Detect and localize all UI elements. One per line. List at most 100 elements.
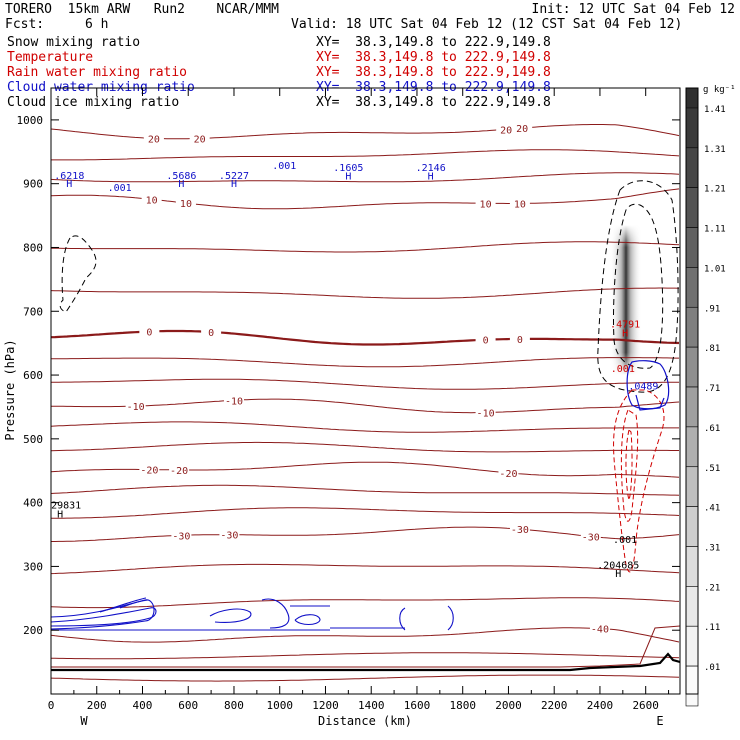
- legend-temperature-xy: XY= 38.3,149.8 to 222.9,149.8: [316, 50, 551, 65]
- temperature-label: -30: [172, 531, 190, 542]
- legend-cloudice-name: Cloud ice mixing ratio: [7, 95, 180, 110]
- temperature-label-bg: [475, 406, 496, 419]
- colorbar-cell: [685, 227, 699, 268]
- terrain-temperature-edge: [51, 625, 680, 668]
- temperature-label: 0: [146, 328, 152, 339]
- legend-temperature-name: Temperature: [7, 50, 94, 65]
- temperature-label-bg: [589, 622, 610, 635]
- maximum-label: .001: [272, 161, 296, 172]
- temperature-label-bg: [475, 333, 496, 346]
- temperature-label-bg: [509, 523, 530, 536]
- colorbar-level-label: .01: [704, 663, 720, 673]
- cloud-water-lowlevel: [51, 597, 454, 631]
- legend-snow-xy: XY= 38.3,149.8 to 222.9,149.8: [316, 35, 551, 50]
- rain-water-contour-mid: [620, 409, 639, 522]
- temperature-label: -20: [499, 469, 517, 480]
- maximum-label: .0489: [628, 381, 658, 392]
- header-model: TORERO 15km ARW Run2 NCAR/MMM: [5, 2, 279, 17]
- colorbar-level-label: .21: [704, 583, 720, 593]
- temperature-contour: [51, 627, 680, 643]
- x-tick-label: 2400: [587, 699, 614, 712]
- temperature-contour-minor: [51, 507, 680, 519]
- temperature-label: -20: [140, 466, 158, 477]
- temperature-label: -30: [511, 525, 529, 536]
- temperature-label: -30: [220, 531, 238, 542]
- cloud-ice-contour-left: [59, 235, 97, 313]
- maximum-label: H: [615, 569, 621, 580]
- x-tick-label: 1600: [404, 699, 431, 712]
- cloud-water-contour-right: [626, 360, 670, 410]
- y-tick-label: 300: [23, 560, 43, 573]
- x-tick-label: 2600: [632, 699, 659, 712]
- temperature-label-bg: [139, 325, 160, 338]
- maximum-label: .001: [611, 364, 635, 375]
- temperature-contour-minor: [51, 441, 679, 453]
- cloud-water-contour-right-2: [635, 394, 665, 411]
- cloud-ice-contour-right-outer: [597, 180, 679, 393]
- maximum-label: .5686: [166, 171, 196, 182]
- y-tick-label: 700: [23, 305, 43, 318]
- y-tick-label: 500: [23, 433, 43, 446]
- temperature-label-bg: [175, 197, 196, 210]
- maximum-label: H: [178, 179, 184, 190]
- temperature-contour-minor: [51, 172, 680, 183]
- colorbar-level-label: .61: [704, 424, 720, 434]
- colorbar-unit: g kg⁻¹: [703, 85, 736, 95]
- temperature-label: 20: [516, 124, 528, 135]
- x-tick-label: 600: [178, 699, 198, 712]
- maximum-label: .001: [613, 535, 637, 546]
- maximum-label: .204685: [597, 561, 639, 572]
- colorbar-cell: [685, 267, 699, 308]
- maximum-label: .6218: [54, 171, 84, 182]
- temperature-label-bg: [475, 197, 496, 210]
- temperature-label: 10: [480, 199, 492, 210]
- x-axis-title: Distance (km): [318, 714, 412, 728]
- colorbar-level-label: 1.01: [704, 264, 726, 274]
- y-tick-label: 800: [23, 241, 43, 254]
- colorbar-frame: [685, 87, 699, 695]
- maximum-label: .5227: [219, 171, 249, 182]
- temperature-label: 20: [148, 134, 160, 145]
- y-tick-label: 600: [23, 369, 43, 382]
- header-init: Init: 12 UTC Sat 04 Feb 12: [531, 2, 736, 17]
- temperature-contour-minor: [51, 378, 679, 390]
- maximum-label: .2146: [416, 163, 446, 174]
- temperature-label-bg: [509, 197, 530, 210]
- temperature-label-bg: [201, 325, 222, 338]
- temperature-label-bg: [169, 463, 190, 476]
- temperature-label-bg: [189, 132, 210, 145]
- colorbar-cell: [685, 346, 699, 388]
- colorbar-level-label: .41: [704, 504, 720, 514]
- temperature-label: -10: [127, 402, 145, 413]
- colorbar-level-label: .71: [704, 384, 720, 394]
- y-tick-label: 1000: [17, 114, 44, 127]
- colorbar-cell: [685, 386, 699, 428]
- colorbar-level-label: .11: [704, 623, 720, 633]
- temperature-label-bg: [496, 123, 517, 136]
- maximum-label: .4791: [610, 319, 640, 330]
- temperature-contour-minor: [51, 421, 679, 433]
- temperature-label: 10: [180, 199, 192, 210]
- legend-snow-name: Snow mixing ratio: [7, 35, 141, 50]
- rain-water-contour-outer: [613, 389, 665, 573]
- colorbar-level-label: .81: [704, 344, 720, 354]
- legend-rain-name: Rain water mixing ratio: [7, 65, 188, 80]
- rain-water-contour-inner: [625, 429, 633, 502]
- y-tick-label: 400: [23, 497, 43, 510]
- temperature-label-bg: [125, 400, 146, 413]
- temperature-label-bg: [580, 530, 601, 543]
- temperature-contour-minor: [51, 597, 680, 609]
- temperature-contour-minor: [51, 357, 679, 368]
- terrain-line: [51, 652, 680, 672]
- temperature-contour-minor: [51, 241, 680, 253]
- colorbar-level-label: .51: [704, 464, 720, 474]
- temperature-contour-upper: [51, 652, 680, 660]
- temperature-label-bg: [509, 332, 530, 345]
- colorbar-cell: [685, 586, 699, 627]
- maximum-label: .001: [108, 183, 132, 194]
- snow-shading-fade: [610, 225, 642, 375]
- colorbar-level-label: 1.11: [704, 225, 726, 235]
- temperature-label: -10: [225, 396, 243, 407]
- colorbar-cell: [685, 306, 699, 348]
